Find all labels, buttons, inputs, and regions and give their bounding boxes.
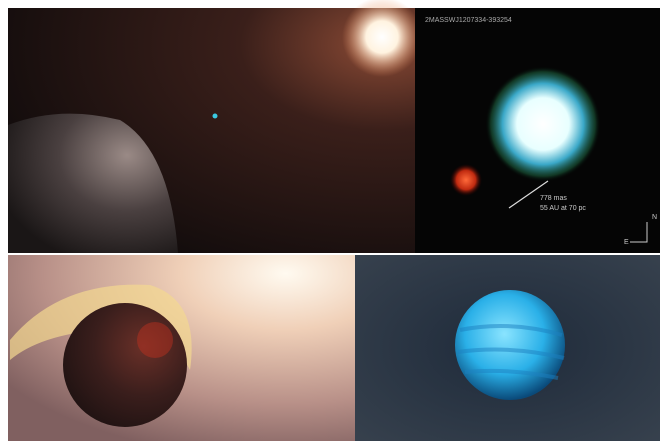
panel-bottom-left bbox=[8, 255, 355, 441]
distance: 55 AU at 70 pc bbox=[540, 205, 586, 212]
separation-line bbox=[508, 180, 549, 209]
panel-top-left bbox=[8, 0, 422, 253]
star bbox=[342, 0, 422, 77]
planet bbox=[63, 303, 187, 427]
brown-dwarf bbox=[485, 66, 601, 182]
designation: 2MASSWJ1207334-393254 bbox=[425, 17, 512, 24]
cloud-bands bbox=[457, 324, 565, 380]
separation: 778 mas bbox=[540, 195, 567, 202]
hot-spot bbox=[137, 322, 173, 358]
companion bbox=[450, 164, 482, 196]
panel-top-right: 2MASSWJ1207334-393254 778 mas 55 AU at 7… bbox=[415, 8, 660, 253]
east: E bbox=[624, 239, 629, 246]
small-planet bbox=[212, 113, 218, 119]
planet bbox=[455, 290, 565, 400]
compass bbox=[630, 222, 648, 243]
panel-bottom-right bbox=[355, 255, 660, 441]
planet bbox=[8, 113, 178, 253]
north: N bbox=[652, 214, 657, 221]
